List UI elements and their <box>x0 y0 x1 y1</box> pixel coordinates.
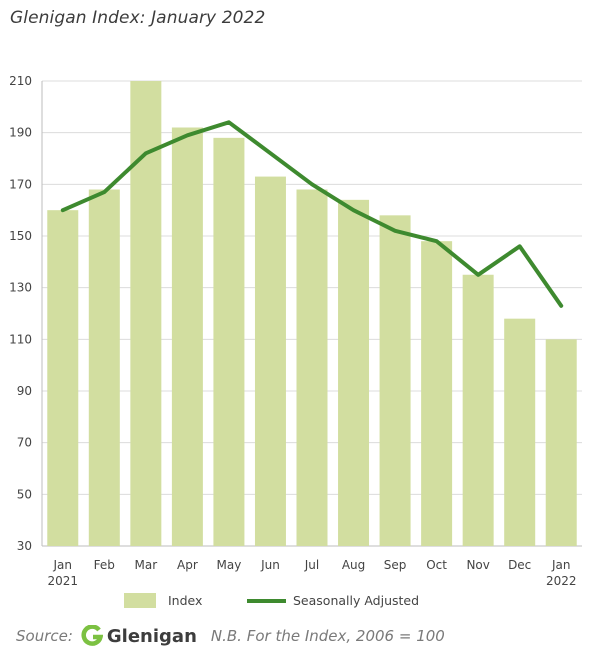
x-tick-label: Aug <box>342 558 365 572</box>
x-tick-sublabel: 2022 <box>546 574 577 588</box>
x-tick-label: Sep <box>384 558 407 572</box>
bar-index <box>171 127 203 546</box>
y-tick-label: 210 <box>9 74 32 88</box>
bar-index <box>88 189 120 546</box>
x-tick-label: Feb <box>94 558 115 572</box>
y-tick-label: 170 <box>9 177 32 191</box>
legend-swatch-index <box>124 593 156 608</box>
bars-index <box>47 81 577 547</box>
source-label: Source: <box>16 627 73 645</box>
chart-title: Glenigan Index: January 2022 <box>10 8 266 28</box>
x-tick-sublabel: 2021 <box>47 574 78 588</box>
y-tick-label: 130 <box>9 281 32 295</box>
y-tick-label: 150 <box>9 229 32 243</box>
glenigan-logo: Glenigan <box>81 625 197 647</box>
x-tick-label: Dec <box>508 558 531 572</box>
y-tick-label: 50 <box>17 487 32 501</box>
bar-index <box>47 210 79 546</box>
x-tick-label: Mar <box>135 558 158 572</box>
x-tick-label: Jan <box>53 558 73 572</box>
bar-index <box>213 137 245 547</box>
bar-index <box>296 189 328 546</box>
bar-index <box>545 339 577 546</box>
x-tick-label: Nov <box>466 558 489 572</box>
source-row: Source: Glenigan N.B. For the Index, 200… <box>16 622 445 650</box>
y-tick-label: 70 <box>17 436 32 450</box>
x-tick-labels: Jan 2021 Feb Mar Apr May Jun Jul Aug Sep Oct Nov Dec… <box>47 558 576 588</box>
x-tick-label: Jan <box>551 558 571 572</box>
x-tick-label: Jun <box>260 558 280 572</box>
x-tick-label: May <box>217 558 242 572</box>
y-tick-label: 110 <box>9 332 32 346</box>
bar-index <box>130 81 162 546</box>
index-base-note: N.B. For the Index, 2006 = 100 <box>210 627 445 645</box>
y-tick-label: 30 <box>17 539 32 553</box>
line-seasonally-adjusted <box>60 120 564 308</box>
bar-index <box>379 215 411 547</box>
x-tick-label: Apr <box>177 558 198 572</box>
legend-label-index: Index <box>168 593 202 608</box>
y-tick-label: 90 <box>17 384 32 398</box>
line-path-seasonally-adjusted <box>60 120 564 308</box>
x-tick-label: Oct <box>426 558 447 572</box>
legend-label-seasonally-adjusted: Seasonally Adjusted <box>293 593 419 608</box>
x-tick-label: Jul <box>304 558 319 572</box>
glenigan-g-icon <box>81 625 103 646</box>
bar-index <box>254 176 286 547</box>
y-tick-label: 190 <box>9 126 32 140</box>
bar-index <box>504 318 536 546</box>
glenigan-logo-text: Glenigan <box>106 625 197 647</box>
y-tick-labels: 30 50 70 90 110 130 150 170 190 210 <box>9 74 32 553</box>
bar-index <box>462 274 494 546</box>
legend: Index Seasonally Adjusted <box>124 593 419 608</box>
bar-index <box>338 199 370 547</box>
bar-index <box>421 241 453 546</box>
